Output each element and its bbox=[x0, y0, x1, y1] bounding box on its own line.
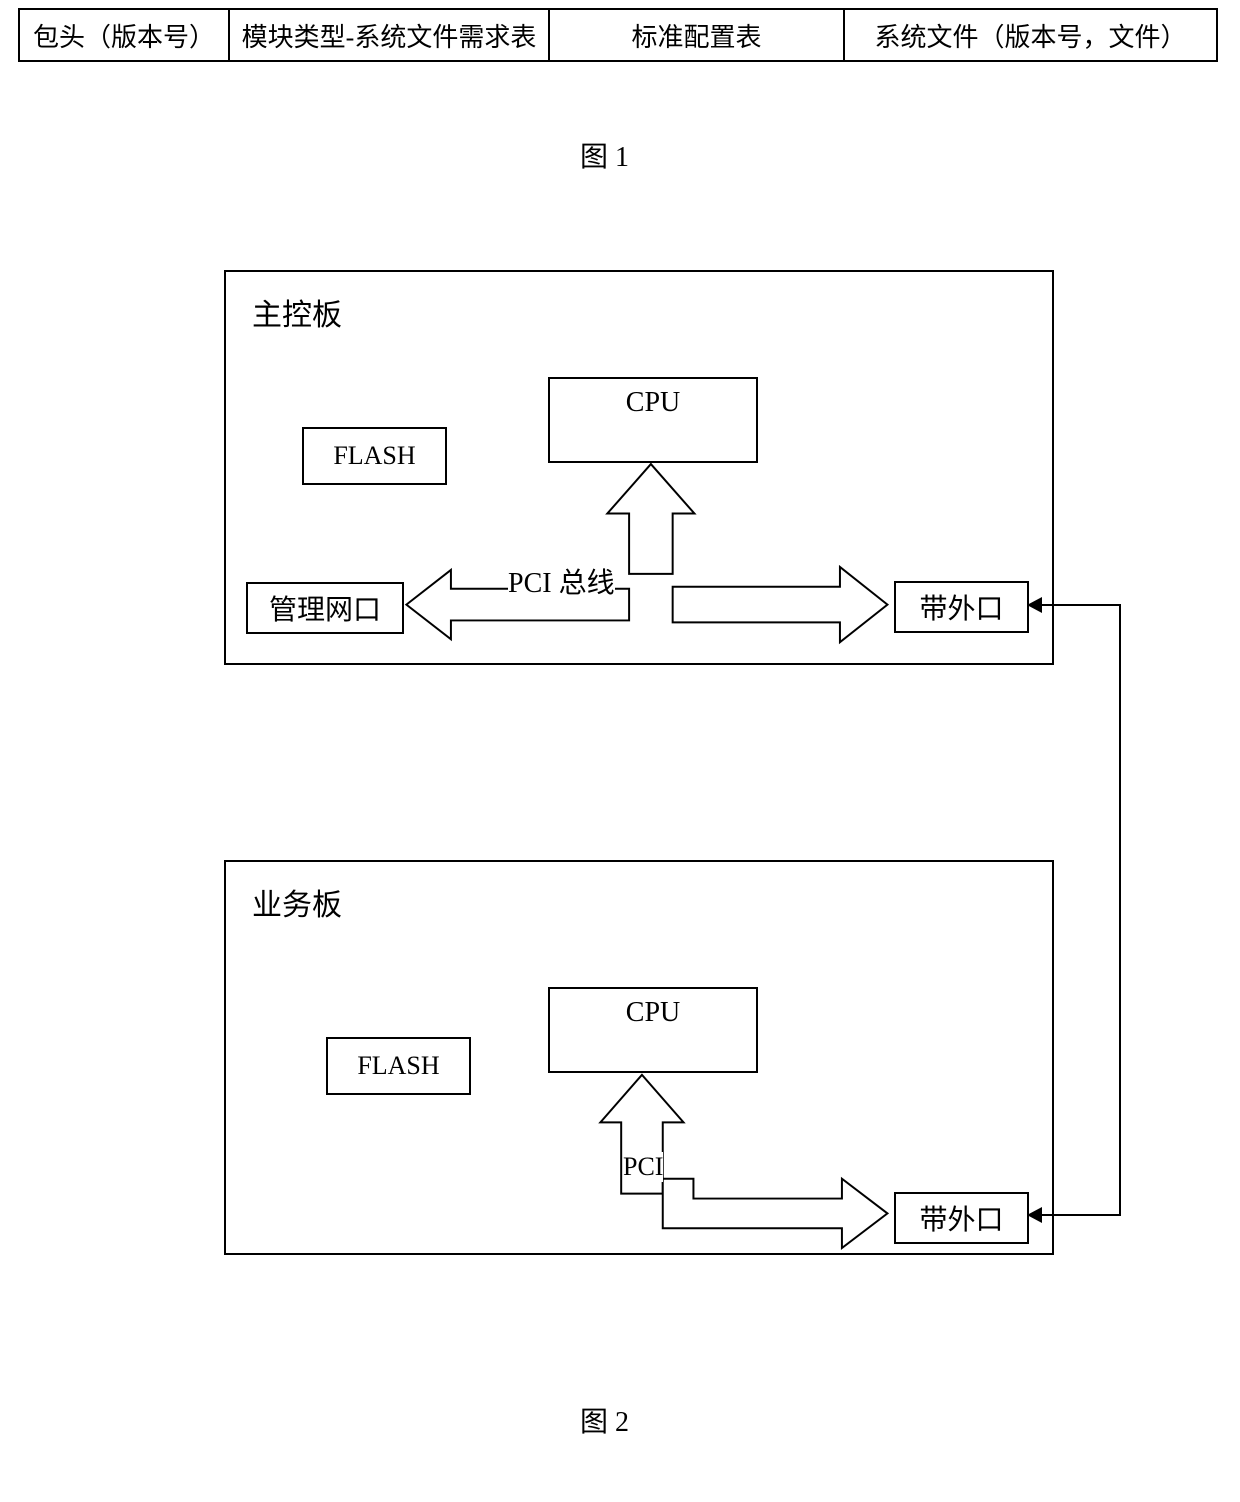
service-board-pci-label: PCI bbox=[623, 1152, 663, 1182]
service-board: 业务板 FLASH CPU 带外口 PCI bbox=[224, 860, 1054, 1255]
main-board-pci-bus-label: PCI 总线 bbox=[508, 561, 615, 601]
up-arrow-to-cpu bbox=[607, 464, 694, 574]
right-double-arrow bbox=[673, 567, 888, 642]
header-table: 包头（版本号） 模块类型-系统文件需求表 标准配置表 系统文件（版本号，文件） bbox=[18, 8, 1218, 62]
service-board-arrows-svg bbox=[226, 862, 1052, 1253]
header-cell-1: 包头（版本号） bbox=[20, 10, 230, 60]
main-board: 主控板 FLASH CPU 管理网口 带外口 PCI 总线 bbox=[224, 270, 1054, 665]
board-connector-svg bbox=[0, 0, 1240, 1502]
header-cell-4: 系统文件（版本号，文件） bbox=[845, 10, 1216, 60]
header-cell-2: 模块类型-系统文件需求表 bbox=[230, 10, 550, 60]
sb-right-arrow-to-outport bbox=[663, 1179, 888, 1248]
header-cell-3: 标准配置表 bbox=[550, 10, 845, 60]
figure1-caption: 图 1 bbox=[580, 135, 629, 175]
main-board-arrows-svg bbox=[226, 272, 1052, 663]
figure2-caption: 图 2 bbox=[580, 1400, 629, 1440]
